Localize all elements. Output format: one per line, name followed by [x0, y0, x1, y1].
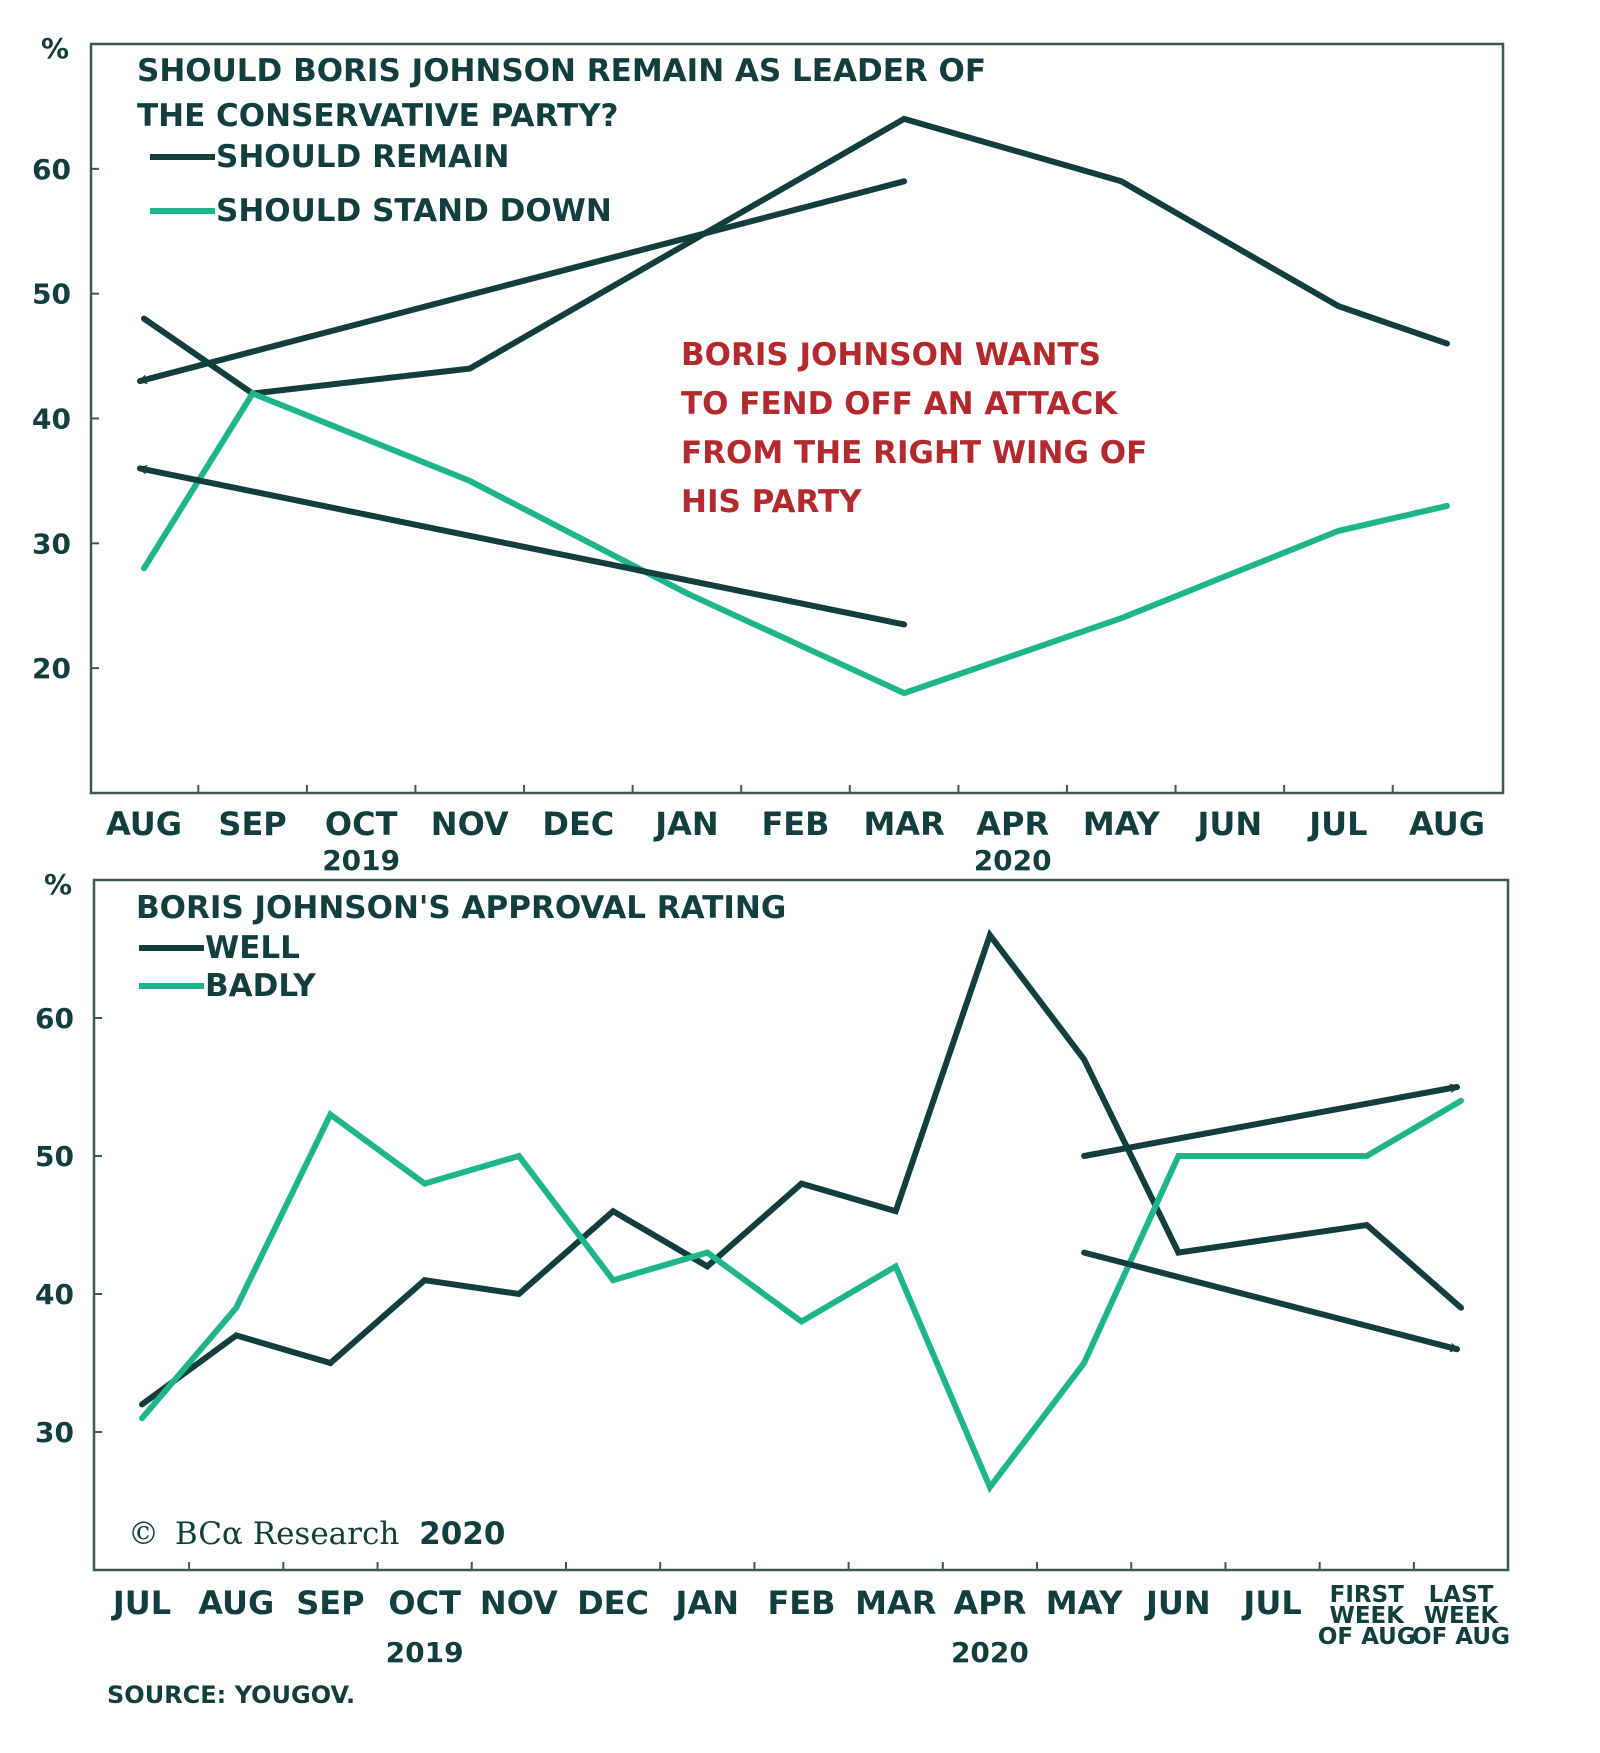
- x-tick-label: MAR: [855, 1584, 936, 1622]
- legend-label: SHOULD STAND DOWN: [216, 193, 612, 229]
- x-tick-label: JUL: [1307, 805, 1367, 843]
- chart-title: BORIS JOHNSON'S APPROVAL RATING: [136, 890, 786, 926]
- copyright-year: 2020: [419, 1516, 505, 1552]
- x-tick-label: WEEK: [1329, 1603, 1405, 1629]
- series-line: [141, 389, 1450, 697]
- legend-label: WELL: [205, 930, 300, 966]
- y-tick-label: 40: [35, 1278, 74, 1311]
- x-tick-label: AUG: [198, 1584, 274, 1622]
- trend-arrow: [137, 464, 908, 628]
- copyright-label: © BCα Research 2020: [128, 1516, 505, 1552]
- x-tick-label: NOV: [480, 1584, 558, 1622]
- x-tick-label: JUL: [1241, 1584, 1301, 1622]
- legend-label: SHOULD REMAIN: [216, 139, 509, 175]
- chart-title: THE CONSERVATIVE PARTY?: [137, 98, 619, 134]
- x-tick-label: LAST: [1429, 1582, 1494, 1608]
- x-tick-label: AUG: [1409, 805, 1485, 843]
- trend-arrow: [1081, 1249, 1460, 1353]
- x-tick-label: OF AUG: [1318, 1624, 1416, 1650]
- x-tick-label: NOV: [431, 805, 509, 843]
- y-tick-label: 60: [35, 1002, 74, 1035]
- x-tick-label: FIRST: [1330, 1582, 1405, 1608]
- x-tick-label: MAY: [1046, 1584, 1124, 1622]
- y-tick-label: 50: [35, 1140, 74, 1173]
- y-axis-unit-label: %: [41, 32, 69, 65]
- x-tick-label: JUL: [111, 1584, 171, 1622]
- x-tick-label: DEC: [577, 1584, 649, 1622]
- approval-chart: 30 40 50 60% JUL AUG SEP OCT NOV DEC JAN FEB MAR APR M…: [35, 868, 1510, 1669]
- y-tick-label: 40: [32, 403, 71, 436]
- year-label: 2020: [951, 1636, 1029, 1669]
- leader-chart: 20 30 40 50 60% AUG SEP OCT NOV DEC JAN FEB MAR APR MA…: [32, 32, 1505, 877]
- annotation-text: BORIS JOHNSON WANTS: [681, 337, 1101, 373]
- x-tick-label: JAN: [674, 1584, 739, 1622]
- x-tick-label: SEP: [296, 1584, 364, 1622]
- x-tick-label: MAR: [863, 805, 944, 843]
- x-tick-label: DEC: [542, 805, 614, 843]
- y-tick-label: 30: [32, 527, 71, 560]
- series-line: [139, 928, 1464, 1408]
- annotation-text: FROM THE RIGHT WING OF: [681, 435, 1147, 471]
- y-tick-label: 50: [32, 278, 71, 311]
- y-tick-label: 20: [32, 652, 71, 685]
- footer: © BCα Research 2020 SOURCE: YOUGOV.: [107, 1516, 505, 1709]
- trend-arrow: [1081, 1083, 1460, 1159]
- x-tick-label: AUG: [106, 805, 182, 843]
- trend-arrow: [137, 178, 908, 385]
- year-label: 2020: [974, 844, 1052, 877]
- series-line: [141, 115, 1450, 397]
- x-tick-label: FEB: [767, 1584, 835, 1622]
- x-tick-label: JUN: [1144, 1584, 1211, 1622]
- x-tick-label: JUN: [1195, 805, 1262, 843]
- year-label: 2019: [322, 844, 400, 877]
- x-tick-label: APR: [976, 805, 1049, 843]
- x-tick-label: SEP: [218, 805, 286, 843]
- x-tick-label: OCT: [325, 805, 398, 843]
- y-tick-label: 30: [35, 1416, 74, 1449]
- annotation-text: TO FEND OFF AN ATTACK: [681, 386, 1118, 422]
- y-tick-label: 60: [32, 153, 71, 186]
- x-tick-label: APR: [953, 1584, 1026, 1622]
- x-tick-label: MAY: [1083, 805, 1161, 843]
- plot-frame: [92, 878, 1510, 1572]
- legend-label: BADLY: [205, 968, 316, 1004]
- year-label: 2019: [386, 1636, 464, 1669]
- x-tick-label: FEB: [761, 805, 829, 843]
- copyright-brand: BCα Research: [175, 1516, 399, 1552]
- x-tick-label: OF AUG: [1412, 1624, 1510, 1650]
- x-tick-label: JAN: [653, 805, 718, 843]
- annotation-text: HIS PARTY: [681, 484, 862, 520]
- chart-title: SHOULD BORIS JOHNSON REMAIN AS LEADER OF: [137, 53, 986, 89]
- x-tick-label: WEEK: [1424, 1603, 1500, 1629]
- series-line: [139, 1097, 1464, 1494]
- y-axis-unit-label: %: [44, 868, 72, 901]
- copyright-symbol: ©: [128, 1516, 159, 1552]
- source-label: SOURCE: YOUGOV.: [107, 1681, 355, 1709]
- x-tick-label: OCT: [388, 1584, 461, 1622]
